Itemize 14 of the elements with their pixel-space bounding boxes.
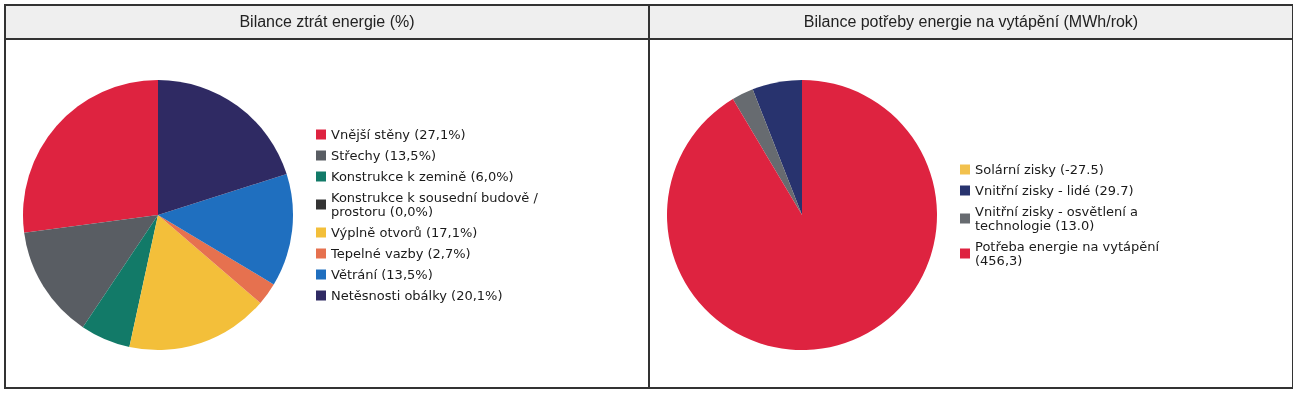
legend-label: Solární zisky (-27.5) [975, 162, 1104, 177]
legend-label: Netěsnosti obálky (20,1%) [331, 288, 503, 303]
legend-label: Výplně otvorů (17,1%) [331, 225, 478, 240]
legend-label: Větrání (13,5%) [331, 267, 433, 282]
chart-title: Bilance ztrát energie (%) [6, 6, 648, 40]
legend-label: Vnější stěny (27,1%) [331, 127, 466, 142]
legend-label: Potřeba energie na vytápění (456,3) [975, 239, 1164, 268]
legend-label: Konstrukce k zemině (6,0%) [331, 169, 514, 184]
chart-title: Bilance potřeby energie na vytápění (MWh/rok) [650, 6, 1292, 40]
legend-label: Vnitřní zisky - osvětlení a technologie (13.0) [975, 204, 1143, 233]
legend-label: Vnitřní zisky - lidé (29.7) [975, 183, 1134, 198]
legend-label: Střechy (13,5%) [331, 148, 437, 163]
legend-label: Tepelné vazby (2,7%) [330, 246, 471, 261]
legend-label: Konstrukce k sousední budově / prostoru (0,0%) [331, 190, 542, 219]
